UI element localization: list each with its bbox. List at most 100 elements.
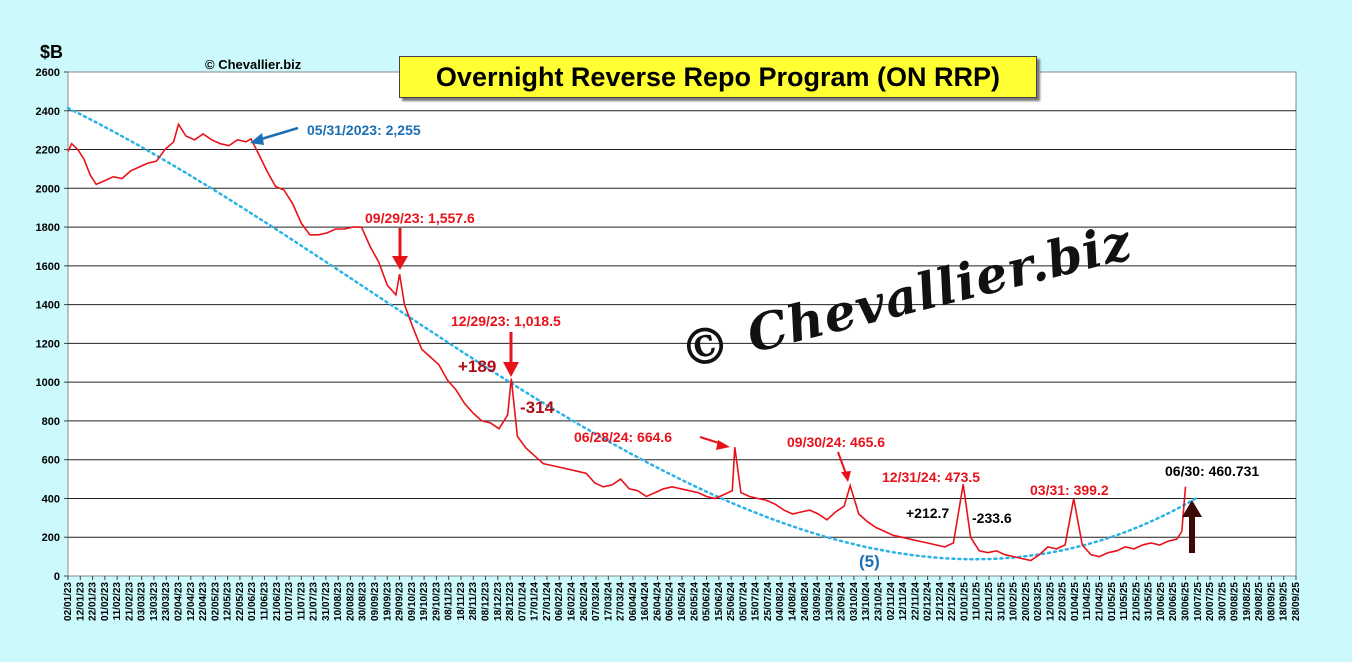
y-axis: 0 200 400 600 800 1000 1200 1400 1600 1800 2000 220… — [36, 67, 68, 583]
x-tick-label: 29/09/23 — [395, 582, 406, 621]
x-tick-label: 18/12/23 — [493, 582, 504, 621]
x-tick-label: 20/06/25 — [1168, 582, 1179, 621]
x-tick-label: 12/01/23 — [75, 582, 86, 621]
x-tick-label: 13/03/23 — [149, 582, 160, 621]
x-tick-label: 19/08/25 — [1242, 582, 1253, 621]
x-tick-label: 12/11/24 — [898, 582, 909, 621]
x-tick-label: 02/11/24 — [886, 582, 897, 621]
x-tick-label: 15/07/24 — [751, 582, 762, 621]
x-tick-label: 07/03/24 — [591, 582, 602, 621]
x-tick-label: 20/08/23 — [345, 582, 356, 621]
x-tick-label: 08/09/25 — [1266, 582, 1277, 621]
x-tick-label: 07/01/24 — [517, 582, 528, 621]
annotation-a10: -233.6 — [972, 510, 1012, 526]
x-tick-label: 31/01/25 — [996, 582, 1007, 621]
y-tick-label: 0 — [54, 571, 60, 583]
x-tick-label: 11/04/25 — [1082, 582, 1093, 621]
arrow-head-a7 — [841, 471, 851, 482]
x-tick-label: 02/05/23 — [210, 582, 221, 621]
x-tick-label: 20/02/25 — [1021, 582, 1032, 621]
x-tick-label: 13/09/24 — [824, 582, 835, 621]
x-tick-label: 11/05/25 — [1119, 582, 1130, 621]
trend-line — [66, 106, 1200, 561]
annotation-a12: 06/30: 460.731 — [1165, 463, 1260, 479]
x-tick-label: 15/06/24 — [714, 582, 725, 621]
x-tick-label: 08/12/23 — [481, 582, 492, 621]
plot-area — [67, 71, 1297, 577]
arrow-head-a1 — [250, 133, 264, 145]
x-tick-label: 21/04/25 — [1095, 582, 1106, 621]
annotation-a6: 06/28/24: 664.6 — [574, 429, 673, 445]
y-tick-label: 1800 — [36, 222, 60, 234]
x-tick-label: 03/10/24 — [849, 582, 860, 621]
x-tick-label: 31/05/25 — [1144, 582, 1155, 621]
x-tick-label: 17/01/24 — [530, 582, 541, 621]
x-tick-label: 20/07/25 — [1205, 582, 1216, 621]
x-tick-label: 10/02/25 — [1009, 582, 1020, 621]
x-tick-label: 10/07/25 — [1193, 582, 1204, 621]
x-tick-label: 22/05/23 — [235, 582, 246, 621]
x-tick-label: 31/07/23 — [321, 582, 332, 621]
y-tick-label: 200 — [42, 532, 60, 544]
x-tick-label: 18/11/23 — [456, 582, 467, 621]
annotation-a8: 12/31/24: 473.5 — [882, 469, 981, 485]
y-tick-label: 2200 — [36, 145, 60, 157]
x-tick-label: 12/05/23 — [223, 582, 234, 621]
x-tick-label: 01/07/23 — [284, 582, 295, 621]
x-tick-label: 25/06/24 — [726, 582, 737, 621]
annotation-a13: (5) — [859, 552, 880, 571]
x-tick-label: 09/10/23 — [407, 582, 418, 621]
annotation-a4: +189 — [458, 357, 497, 376]
x-tick-label: 01/01/25 — [959, 582, 970, 621]
x-tick-label: 14/08/24 — [788, 582, 799, 621]
arrow-a7 — [837, 451, 847, 475]
annotation-a3: 12/29/23: 1,018.5 — [451, 313, 561, 329]
x-tick-label: 01/06/23 — [247, 582, 258, 621]
y-tick-label: 800 — [42, 416, 60, 428]
x-tick-label: 19/09/23 — [382, 582, 393, 621]
x-tick-label: 16/04/24 — [640, 582, 651, 621]
x-tick-label: 11/02/23 — [112, 582, 123, 621]
x-tick-label: 16/05/24 — [677, 582, 688, 621]
arrow-a1 — [257, 126, 299, 142]
x-tick-label: 26/04/24 — [652, 582, 663, 621]
x-tick-label: 21/02/23 — [124, 582, 135, 621]
x-tick-label: 22/03/25 — [1058, 582, 1069, 621]
x-tick-label: 22/11/24 — [910, 582, 921, 621]
x-tick-label: 22/01/23 — [88, 582, 99, 621]
annotation-a5: -314 — [520, 398, 555, 417]
x-tick-label: 29/08/25 — [1254, 582, 1265, 621]
x-tick-label: 25/07/24 — [763, 582, 774, 621]
x-tick-label: 19/10/23 — [419, 582, 430, 621]
x-tick-label: 05/06/24 — [702, 582, 713, 621]
arrow-head-a12 — [1182, 500, 1202, 517]
x-tick-label: 30/07/25 — [1217, 582, 1228, 621]
x-tick-label: 21/05/25 — [1131, 582, 1142, 621]
x-tick-label: 30/06/25 — [1180, 582, 1191, 621]
annotation-a9: +212.7 — [906, 505, 950, 521]
x-tick-label: 02/01/23 — [63, 582, 74, 621]
y-unit-label: $B — [40, 42, 64, 62]
x-tick-label: 23/03/23 — [161, 582, 172, 621]
x-tick-label: 03/09/24 — [812, 582, 823, 621]
x-tick-label: 13/10/24 — [861, 582, 872, 621]
arrow-head-a2 — [392, 256, 408, 270]
x-tick-label: 23/09/24 — [837, 582, 848, 621]
x-tick-label: 01/02/23 — [100, 582, 111, 621]
x-tick-label: 16/02/24 — [566, 582, 577, 621]
arrow-head-a3 — [503, 362, 519, 377]
x-tick-label: 22/12/24 — [947, 582, 958, 621]
annotation-a2: 09/29/23: 1,557.6 — [365, 210, 475, 226]
x-tick-label: 06/04/24 — [628, 582, 639, 621]
y-tick-label: 2600 — [36, 67, 60, 79]
x-tick-label: 10/08/23 — [333, 582, 344, 621]
x-tick-label: 27/01/24 — [542, 582, 553, 621]
x-tick-label: 28/09/25 — [1291, 582, 1302, 621]
y-tick-label: 400 — [42, 493, 60, 505]
x-tick-label: 30/08/23 — [358, 582, 369, 621]
x-tick-label: 24/08/24 — [800, 582, 811, 621]
annotation-arrows — [250, 126, 1202, 553]
x-tick-label: 11/07/23 — [296, 582, 307, 621]
annotation-a11: 03/31: 399.2 — [1030, 482, 1109, 498]
